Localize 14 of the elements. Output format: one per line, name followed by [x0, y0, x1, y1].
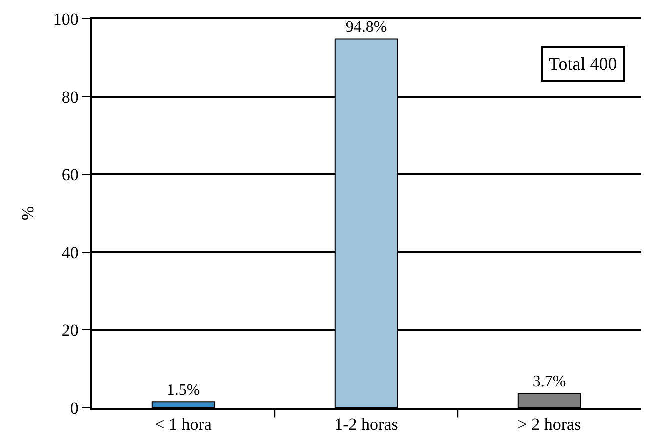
x-tick-label: < 1 hora: [155, 415, 212, 434]
data-label: 1.5%: [166, 382, 200, 400]
data-label: 94.8%: [346, 19, 388, 36]
data-label: 3.7%: [532, 374, 566, 391]
y-axis-title: %: [18, 206, 38, 221]
annotation: Total 400: [549, 54, 618, 74]
y-tick-label: 80: [62, 88, 79, 107]
y-tick-label: 60: [62, 166, 79, 185]
y-tick-label: 100: [53, 10, 79, 29]
y-tick-label: 40: [62, 243, 79, 262]
x-tick-label: > 2 horas: [518, 415, 582, 434]
y-tick-label: 0: [70, 398, 79, 418]
y-tick-label: 20: [62, 321, 79, 340]
x-tick-label: 1-2 horas: [334, 415, 398, 434]
